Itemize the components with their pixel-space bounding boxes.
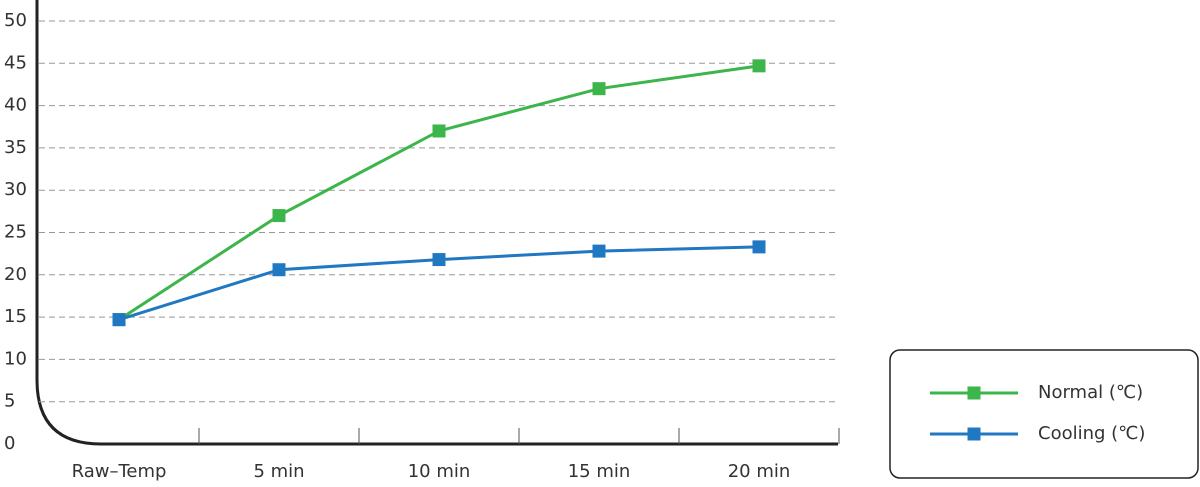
legend-box xyxy=(889,349,1199,479)
point-marker xyxy=(272,209,286,223)
point-marker xyxy=(592,82,606,96)
y-tick-label: 5 xyxy=(4,391,15,412)
point-marker xyxy=(432,124,446,138)
legend-marker xyxy=(967,427,981,441)
point-marker xyxy=(752,59,766,73)
y-tick-label: 0 xyxy=(4,433,15,454)
y-tick-label: 20 xyxy=(4,264,27,285)
x-tick-label: 10 min xyxy=(408,461,471,482)
point-marker xyxy=(272,263,286,277)
legend-marker xyxy=(967,386,981,400)
x-tick-label: 20 min xyxy=(728,461,791,482)
y-tick-label: 10 xyxy=(4,348,27,369)
y-tick-label: 30 xyxy=(4,179,27,200)
y-tick-label: 40 xyxy=(4,95,27,116)
y-tick-label: 25 xyxy=(4,222,27,243)
x-tick-label: Raw–Temp xyxy=(72,461,167,482)
y-tick-label: 45 xyxy=(4,52,27,73)
point-marker xyxy=(592,244,606,258)
grid xyxy=(39,20,839,403)
axes xyxy=(35,0,838,446)
point-marker xyxy=(432,253,446,267)
y-tick-label: 35 xyxy=(4,137,27,158)
y-tick-label: 50 xyxy=(4,10,27,31)
x-tick-label: 15 min xyxy=(568,461,631,482)
legend-label: Cooling (℃) xyxy=(1038,423,1145,444)
x-tick-label: 5 min xyxy=(253,461,304,482)
y-tick-label: 15 xyxy=(4,306,27,327)
point-marker xyxy=(752,240,766,254)
series-line xyxy=(118,64,760,321)
point-marker xyxy=(112,313,126,327)
legend-label: Normal (℃) xyxy=(1038,382,1143,403)
